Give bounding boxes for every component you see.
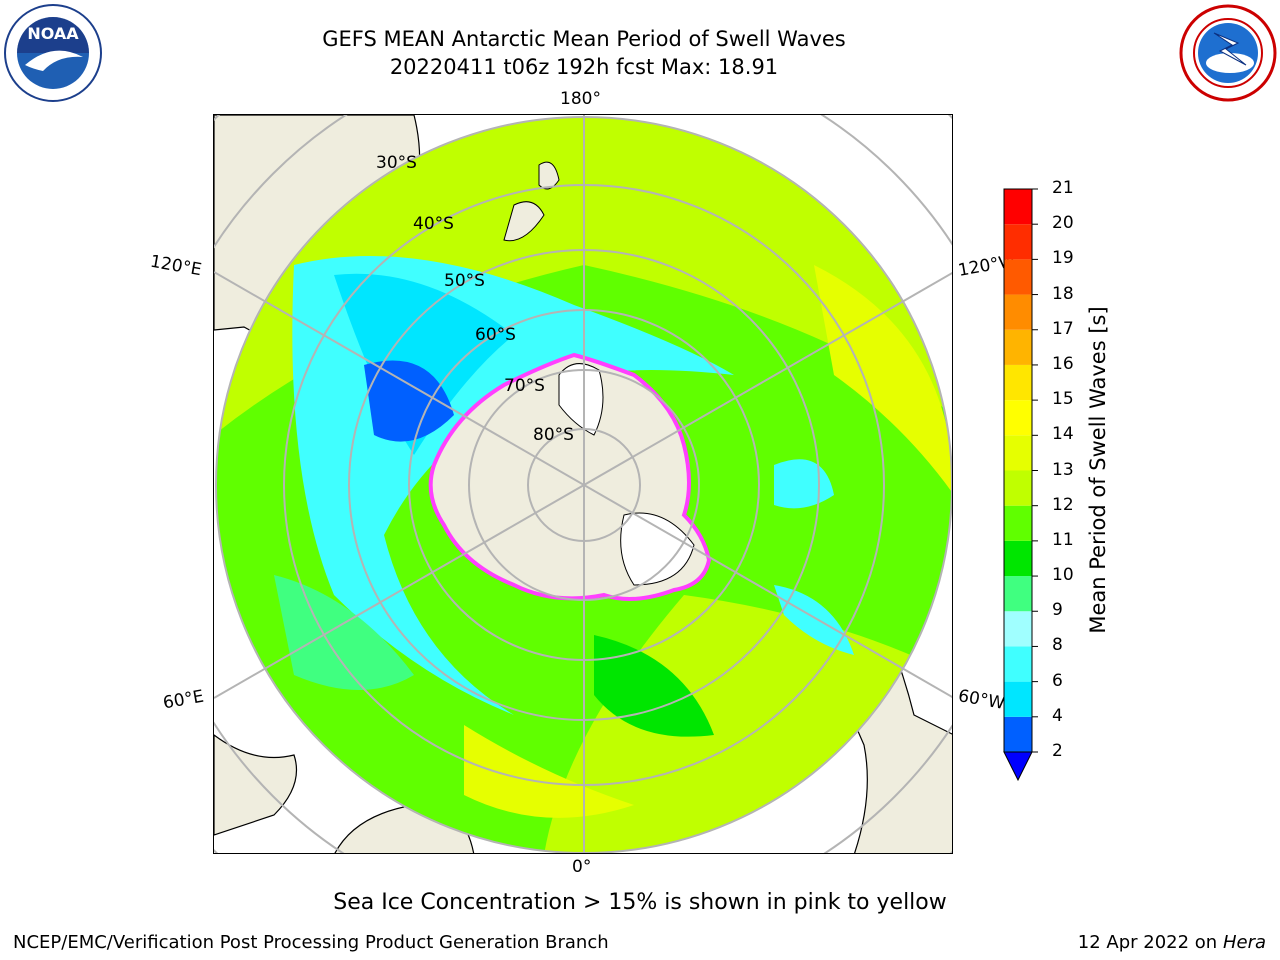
- lon-label-60w: 60°W: [956, 686, 1007, 714]
- colorbar-tick-label: 2: [1052, 741, 1063, 761]
- noaa-logo-text: NOAA: [27, 24, 79, 43]
- colorbar-tick-label: 14: [1052, 424, 1074, 445]
- nws-logo: [1178, 3, 1278, 107]
- colorbar-segment: [1004, 540, 1032, 577]
- colorbar-segment: [1004, 646, 1032, 682]
- lat-label-80s: 80°S: [533, 425, 574, 445]
- colorbar-tick-label: 15: [1052, 389, 1074, 410]
- weddell-ice-shelf: [620, 512, 695, 586]
- colorbar-segment: [1004, 400, 1032, 436]
- lat-label-40s: 40°S: [413, 214, 454, 234]
- colorbar-tick-label: 12: [1052, 494, 1074, 515]
- colorbar-segment: [1004, 224, 1032, 260]
- lon-label-120e: 120°E: [148, 251, 204, 281]
- noaa-logo: NOAA: [3, 3, 103, 107]
- lat-label-70s: 70°S: [504, 376, 545, 396]
- colorbar-segment: [1004, 505, 1032, 541]
- lon-label-60e: 60°E: [161, 686, 206, 714]
- colorbar-tick-label: 10: [1052, 565, 1074, 586]
- lon-label-0: 0°: [572, 857, 592, 877]
- footer-host: Hera: [1222, 932, 1266, 953]
- colorbar-tick-label: 16: [1052, 353, 1074, 374]
- lat-label-50s: 50°S: [444, 271, 485, 291]
- colorbar-tick-label: 13: [1052, 459, 1074, 480]
- new-zealand-south: [503, 201, 545, 242]
- lat-label-30s: 30°S: [376, 153, 417, 173]
- lat-label-60s: 60°S: [475, 325, 516, 345]
- map-subtitle: 20220411 t06z 192h fcst Max: 18.91: [389, 55, 779, 79]
- colorbar-tick-label: 8: [1052, 635, 1063, 656]
- colorbar-segment: [1004, 259, 1032, 295]
- map-title: GEFS MEAN Antarctic Mean Period of Swell…: [322, 27, 846, 51]
- ross-ice-shelf: [558, 363, 604, 436]
- footer-date: 12 Apr 2022 on Hera: [1078, 932, 1266, 953]
- colorbar-segment: [1004, 329, 1032, 365]
- colorbar-segment: [1004, 611, 1032, 647]
- colorbar: [1003, 188, 1038, 782]
- colorbar-segment: [1004, 189, 1032, 225]
- colorbar-segment: [1004, 576, 1032, 612]
- colorbar-tick-label: 20: [1052, 213, 1074, 234]
- colorbar-segment: [1004, 294, 1032, 330]
- graticule: [214, 115, 952, 853]
- colorbar-segment: [1004, 435, 1032, 471]
- colorbar-segment: [1004, 364, 1032, 401]
- polar-map: [213, 114, 953, 854]
- colorbar-tick-label: 6: [1052, 670, 1063, 691]
- colorbar-tick-label: 19: [1052, 248, 1074, 269]
- colorbar-tick-label: 21: [1052, 178, 1074, 198]
- colorbar-under-arrow: [1003, 751, 1033, 782]
- colorbar-segment: [1004, 716, 1032, 752]
- colorbar-tick-label: 11: [1052, 529, 1074, 550]
- colorbar-tick-label: 17: [1052, 318, 1074, 339]
- colorbar-segment: [1004, 681, 1032, 717]
- map-canvas: [214, 115, 952, 853]
- colorbar-tick-label: 9: [1052, 600, 1063, 621]
- madagascar-land: [214, 734, 298, 836]
- colorbar-title: Mean Period of Swell Waves [s]: [1086, 306, 1110, 634]
- lon-label-180: 180°: [560, 89, 601, 109]
- footer-branch: NCEP/EMC/Verification Post Processing Pr…: [13, 932, 609, 953]
- sea-ice-caption: Sea Ice Concentration > 15% is shown in …: [333, 890, 947, 915]
- colorbar-segment: [1004, 470, 1032, 506]
- colorbar-tick-label: 4: [1052, 705, 1063, 726]
- footer-date-text: 12 Apr 2022 on: [1077, 932, 1223, 953]
- colorbar-tick-label: 18: [1052, 283, 1074, 304]
